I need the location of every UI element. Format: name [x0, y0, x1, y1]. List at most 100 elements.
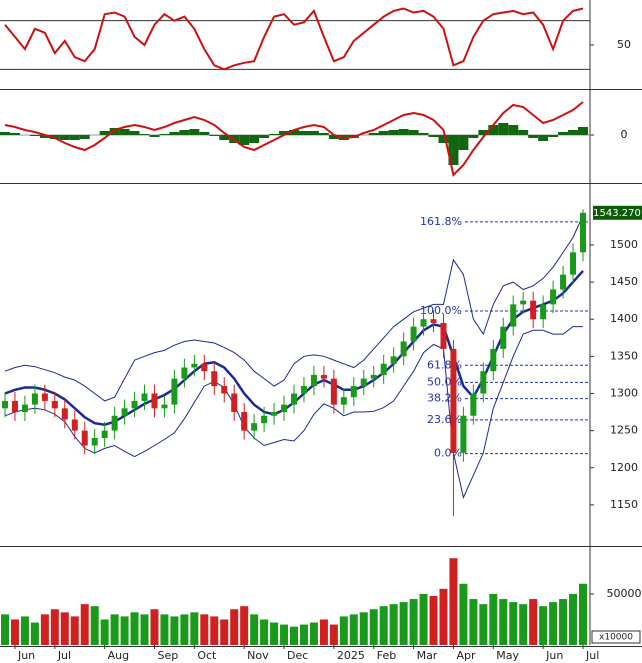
- histogram-bar: [99, 131, 110, 135]
- candle-body: [500, 326, 507, 349]
- candle-body: [530, 300, 537, 320]
- histogram-bar: [109, 128, 120, 135]
- candle-body: [141, 393, 148, 401]
- candle-body: [370, 374, 377, 379]
- volume-bar: [170, 616, 179, 645]
- candle-body: [340, 397, 347, 405]
- histogram-bar: [468, 135, 479, 138]
- y-tick-label: 1500: [610, 238, 638, 251]
- volume-bar: [489, 593, 498, 645]
- y-tick-label: 0: [621, 128, 628, 141]
- x-tick-label: Aug: [108, 649, 129, 662]
- fib-label: 0.0%: [434, 447, 462, 460]
- x-tick-label: Mar: [417, 649, 438, 662]
- histogram-bar: [289, 130, 299, 135]
- histogram-bar: [518, 130, 529, 135]
- candle-body: [251, 423, 258, 431]
- volume-bar: [579, 583, 587, 645]
- histogram-bar: [418, 133, 429, 135]
- x-tick-label: Jun: [17, 649, 35, 662]
- y-tick-label: 1400: [610, 312, 638, 325]
- x-tick-label: Apr: [456, 649, 476, 662]
- volume-bar: [10, 619, 19, 645]
- x-tick-label: 2025: [337, 649, 365, 662]
- candle-body: [11, 400, 18, 413]
- unit-box: [591, 630, 641, 644]
- histogram-bar: [239, 135, 250, 145]
- candle-body: [560, 274, 567, 290]
- candle-body: [31, 393, 38, 405]
- volume-bar: [479, 604, 488, 645]
- volume-bar: [120, 616, 129, 645]
- candle-body: [211, 371, 218, 387]
- candle-body: [91, 438, 98, 446]
- x-tick-label: May: [496, 649, 519, 662]
- histogram-bar: [368, 133, 379, 135]
- histogram-bar: [508, 125, 519, 135]
- candle-body: [490, 348, 497, 372]
- histogram-bar: [259, 135, 270, 138]
- candle-body: [520, 300, 527, 305]
- volume-bar: [539, 606, 548, 645]
- x-tick-label: Nov: [247, 649, 269, 662]
- histogram-bar: [59, 135, 70, 140]
- histogram-bar: [39, 135, 50, 138]
- volume-bar: [459, 583, 468, 645]
- candle-body: [161, 404, 168, 409]
- candle-body: [480, 371, 487, 394]
- volume-bar: [359, 612, 368, 645]
- volume-bar: [280, 624, 289, 645]
- histogram-bar: [179, 130, 190, 135]
- histogram-bar: [528, 135, 539, 138]
- oscillator-line: [4, 7, 584, 71]
- candle-body: [71, 419, 78, 431]
- candle-body: [320, 374, 327, 379]
- histogram-bar: [159, 134, 170, 135]
- histogram-bar: [498, 123, 509, 135]
- volume-bar: [349, 614, 358, 645]
- volume-bar: [419, 593, 428, 645]
- volume-bar: [379, 606, 388, 645]
- histogram-bar: [69, 135, 80, 140]
- candle-body: [231, 393, 238, 413]
- candle-body: [390, 356, 397, 364]
- candle-body: [261, 415, 268, 424]
- histogram-bar: [169, 132, 180, 135]
- candle-body: [310, 374, 317, 387]
- candle-body: [360, 378, 367, 387]
- candle-body: [271, 412, 278, 416]
- candle-body: [181, 367, 188, 379]
- volume-bar: [449, 558, 458, 645]
- fib-label: 38.2%: [427, 392, 462, 405]
- volume-bar: [80, 604, 89, 645]
- candle-body: [131, 400, 138, 409]
- candle-body: [81, 430, 88, 446]
- y-tick-label: 1200: [610, 461, 638, 474]
- y-tick-label: 1250: [610, 424, 638, 437]
- y-tick-label: 50000: [607, 587, 642, 600]
- volume-bar: [509, 602, 518, 645]
- histogram-bar: [119, 129, 130, 135]
- volume-bar: [559, 599, 568, 645]
- volume-bar: [20, 616, 29, 645]
- volume-bar: [260, 619, 269, 645]
- fib-label: 23.6%: [427, 413, 462, 426]
- histogram-bar: [478, 130, 489, 135]
- volume-bar: [150, 609, 159, 645]
- volume-bar: [1, 614, 9, 645]
- y-tick-label: 1150: [610, 498, 638, 511]
- histogram-bar: [428, 135, 439, 137]
- candle-body: [380, 363, 387, 375]
- volume-bar: [309, 622, 318, 645]
- volume-bar: [270, 622, 279, 645]
- candle-body: [281, 404, 288, 413]
- volume-bar: [290, 626, 298, 645]
- histogram-bar: [408, 130, 419, 135]
- candle-body: [241, 412, 248, 431]
- last-price-label: 1543.270: [593, 208, 641, 219]
- y-tick-label: 1450: [610, 275, 638, 288]
- histogram-bar: [29, 135, 40, 136]
- histogram-bar: [298, 131, 309, 135]
- candle-body: [51, 400, 58, 409]
